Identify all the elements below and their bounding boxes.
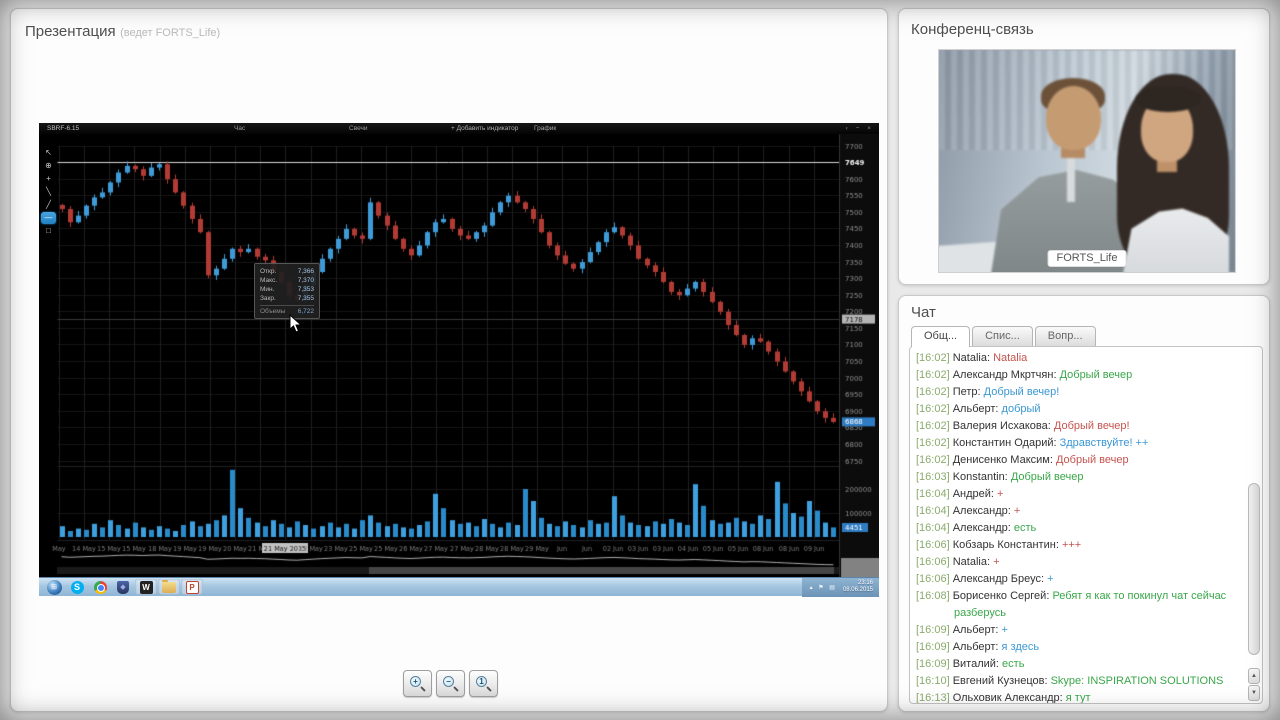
tray-icons: ▴ ⚑ ▤ (809, 584, 837, 591)
presentation-title: Презентация (25, 23, 116, 40)
chat-title: Чат (911, 304, 936, 321)
powerpoint-taskbar-icon: P (181, 579, 203, 595)
chat-message: [16:09] Альберт: я здесь (916, 641, 1040, 653)
candle-tooltip: Откр. 7,366 Макс. 7,370 Мин. 7,353 Закр. 7,355 О… (254, 263, 320, 319)
chat-message: [16:02] Александр Мкртчян: Добрый вечер (916, 369, 1133, 381)
shield-taskbar-icon: ◆ (112, 579, 134, 595)
video-scene (939, 50, 1235, 272)
chat-message: [16:03] Konstantin: Добрый вечер (916, 471, 1084, 483)
folder-taskbar-icon (158, 579, 180, 595)
chat-message-list: [16:02] Natalia: Natalia [16:02] Александ… (910, 349, 1246, 704)
chat-message: [16:02] Валерия Исхакова: Добрый вечер! (916, 420, 1130, 432)
chart-window-controls: ‹ − × (845, 125, 874, 132)
presentation-subtitle: (ведет FORTS_Life) (120, 27, 221, 39)
tooltip-row: Закр. 7,355 (260, 295, 314, 302)
rectangle-icon: □ (46, 226, 51, 235)
instrument-label: SBRF-6.15 (47, 125, 80, 132)
price-chart-canvas (39, 134, 879, 577)
chat-message: [16:06] Natalia: + (916, 556, 1000, 568)
man-shirt-placket (1067, 158, 1075, 202)
chat-scrollbar-thumb[interactable] (1248, 483, 1260, 655)
chat-message: [16:02] Natalia: Natalia (916, 352, 1028, 364)
man-face (1046, 86, 1101, 150)
tray-time: 23:16 (857, 580, 873, 586)
speaker-name-badge: FORTS_Life (1047, 250, 1127, 267)
chat-tabs: Общ... Спис... Вопр... (911, 326, 1098, 347)
zoom-reset-button[interactable]: 1 (469, 670, 498, 697)
chat-message: [16:04] Александр: + (916, 505, 1021, 517)
chat-message: [16:09] Виталий: есть (916, 658, 1025, 670)
scroll-down-button[interactable]: ▼ (1248, 685, 1260, 701)
skype-taskbar-icon: S (66, 579, 88, 595)
chart-window-title: График (534, 125, 557, 132)
presentation-zoom-controls: + −1 (403, 670, 498, 697)
pencil-icon: ╱ (46, 200, 51, 209)
start-taskbar-icon: ⊞ (43, 579, 65, 595)
chat-tab-2[interactable]: Вопр... (1034, 326, 1096, 346)
chat-message: [16:02] Константин Одарий: Здравствуйте!… (916, 437, 1149, 449)
add-indicator-button: + Добавить индикатор (451, 125, 519, 132)
tooltip-row: Макс. 7,370 (260, 277, 314, 284)
tooltip-row: Откр. 7,366 (260, 268, 314, 275)
chat-message: [16:06] Кобзарь Константин: +++ (916, 539, 1082, 551)
tooltip-volume-row: Объемы 6,722 (260, 305, 314, 316)
terminal-topbar: SBRF-6.15 Час Свечи + Добавить индикатор… (39, 123, 879, 134)
chat-message: [16:04] Андрей: + (916, 488, 1004, 500)
webcam-video: FORTS_Life (938, 49, 1236, 273)
tooltip-row: Мин. 7,353 (260, 286, 314, 293)
conference-title: Конференц-связь (911, 21, 1034, 38)
chat-tab-1[interactable]: Спис... (972, 326, 1033, 346)
timeframe-dropdown: Час (234, 125, 246, 132)
word-taskbar-icon: W (135, 579, 157, 595)
presentation-panel: Презентация (ведет FORTS_Life) SBRF-6.15… (10, 8, 888, 712)
selected-tool-icon: — (41, 212, 56, 224)
crosshair-icon: + (46, 174, 51, 183)
chat-message: [16:08] Борисенко Сергей: Ребят я как то… (916, 590, 1227, 619)
chat-message: [16:02] Денисенко Максим: Добрый вечер (916, 454, 1129, 466)
chat-message: [16:04] Александр: есть (916, 522, 1037, 534)
system-tray: ▴ ⚑ ▤ 23:16 08.06.2015 (801, 577, 879, 597)
cursor-icon: ↖ (45, 148, 52, 157)
chat-message: [16:02] Петр: Добрый вечер! (916, 386, 1060, 398)
chat-message: [16:02] Альберт: добрый (916, 403, 1041, 415)
woman-hair-fringe (1135, 86, 1201, 112)
line-icon: ╲ (46, 187, 51, 196)
chat-message: [16:13] Ольховик Александр: я тут (916, 692, 1091, 704)
zoom-out-button[interactable]: − (436, 670, 465, 697)
tray-date: 08.06.2015 (842, 587, 873, 593)
chat-panel: Чат Общ... Спис... Вопр... [16:02] Natalia… (898, 295, 1270, 712)
zoom-in-button[interactable]: + (403, 670, 432, 697)
chat-message-box: [16:02] Natalia: Natalia [16:02] Александ… (909, 346, 1263, 704)
shared-screen-trading-terminal: SBRF-6.15 Час Свечи + Добавить индикатор… (39, 123, 879, 597)
presentation-header: Презентация (ведет FORTS_Life) (25, 23, 220, 41)
chat-message: [16:10] Евгений Кузнецов: Skype: INSPIRA… (916, 675, 1224, 687)
chat-message: [16:06] Александр Бреус: + (916, 573, 1054, 585)
chart-type-dropdown: Свечи (349, 125, 368, 132)
mouse-cursor-icon (289, 314, 302, 333)
chat-scrollbar[interactable]: ▲ ▼ (1246, 348, 1261, 702)
scroll-up-button[interactable]: ▲ (1248, 668, 1260, 684)
chat-message: [16:09] Альберт: + (916, 624, 1008, 636)
terminal-drawing-toolbar: ↖ ⊕ + ╲ ╱ — □ (41, 147, 57, 238)
conference-panel: Конференц-связь FORTS_Life (898, 8, 1270, 285)
windows-taskbar: ⊞ S ◆ W P ▴ ⚑ ▤ 23:16 08.06.2015 (39, 577, 879, 597)
chrome-taskbar-icon (89, 579, 111, 595)
zoom-icon: ⊕ (45, 161, 52, 170)
chat-tab-0[interactable]: Общ... (911, 326, 971, 347)
